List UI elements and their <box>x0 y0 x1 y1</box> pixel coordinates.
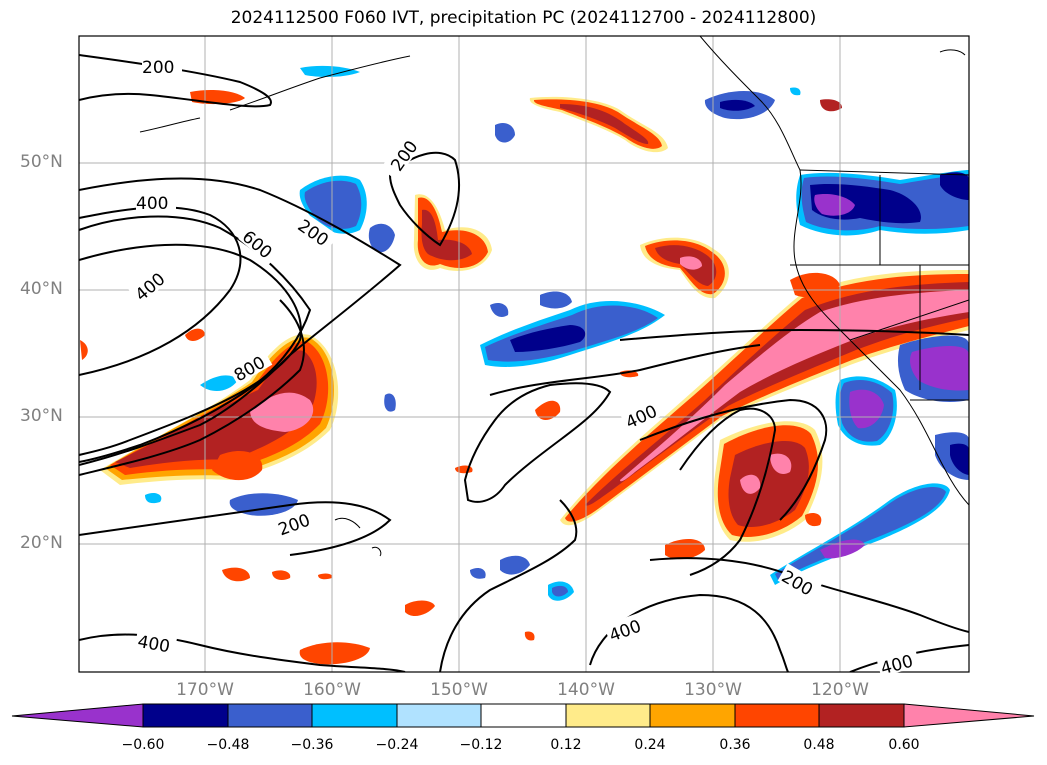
colorbar-segment <box>311 703 398 728</box>
colorbar-extend-high <box>903 703 1035 728</box>
colorbar-tick-label: −0.36 <box>290 737 334 753</box>
colorbar-segment <box>480 703 567 728</box>
lon-label: 160°W <box>303 680 361 700</box>
colorbar-extend-low <box>11 703 144 728</box>
ivt-contour <box>388 151 461 247</box>
lon-label: 170°W <box>176 680 234 700</box>
ivt-contour <box>79 177 402 466</box>
colorbar-tick-label: −0.12 <box>459 737 503 753</box>
coastlines <box>139 36 969 557</box>
colorbar-tick-label: 0.24 <box>634 737 666 753</box>
ivt-contour <box>649 557 969 633</box>
contour-label: 200 <box>142 58 174 78</box>
ivt-contour <box>679 407 777 576</box>
colorbar-segment <box>565 703 651 728</box>
ivt-contour <box>639 398 828 521</box>
ivt-contours <box>79 54 969 672</box>
colorbar-segment <box>734 703 820 728</box>
lat-label: 20°N <box>20 533 63 553</box>
negative-anomaly-layer <box>145 65 969 601</box>
lat-label: 30°N <box>20 406 63 426</box>
colorbar-tick-label: −0.48 <box>206 737 250 753</box>
colorbar-segment <box>818 703 905 728</box>
ivt-contour <box>463 382 612 503</box>
contour-label: 400 <box>136 194 168 214</box>
ivt-contour <box>79 299 305 476</box>
colorbar-tick-label: 0.36 <box>719 737 751 753</box>
map-title: 2024112500 F060 IVT, precipitation PC (2… <box>230 8 817 28</box>
graticule <box>79 36 969 672</box>
colorbar-segment <box>227 703 313 728</box>
colorbar-tick-label: −0.24 <box>375 737 419 753</box>
colorbar-tick-label: −0.60 <box>121 737 165 753</box>
ivt-contour <box>619 328 969 341</box>
lon-label: 150°W <box>430 680 488 700</box>
colorbar-segment <box>396 703 482 728</box>
lon-label: 140°W <box>557 680 615 700</box>
colorbar-tick-label: 0.60 <box>888 737 920 753</box>
positive-anomaly-layer <box>80 90 969 665</box>
lat-label: 40°N <box>20 279 63 299</box>
colorbar-segment <box>142 703 229 728</box>
colorbar-tick-label: 0.48 <box>803 737 835 753</box>
ivt-contour <box>79 243 302 456</box>
ivt-contour <box>79 633 406 672</box>
colorbar-tick-label: 0.12 <box>550 737 582 753</box>
lat-label: 50°N <box>20 152 63 172</box>
ivt-contour <box>489 344 761 396</box>
lon-label: 130°W <box>684 680 742 700</box>
ivt-contour <box>79 501 392 556</box>
colorbar-segment <box>649 703 736 728</box>
lon-label: 120°W <box>811 680 869 700</box>
colorbar <box>11 703 1035 728</box>
ivt-contour <box>439 499 578 672</box>
